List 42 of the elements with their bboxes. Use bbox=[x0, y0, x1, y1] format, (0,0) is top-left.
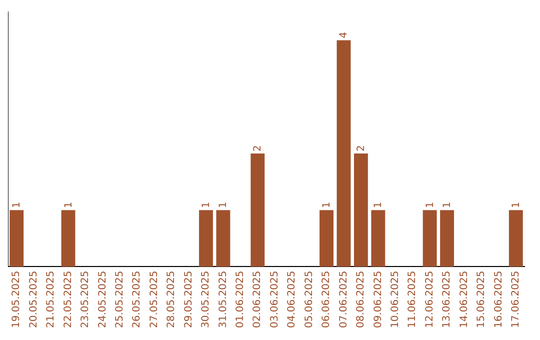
x-tick-label: 21.05.2025 bbox=[46, 270, 57, 328]
data-label: 1 bbox=[442, 202, 454, 208]
x-tick-label: 31.05.2025 bbox=[218, 270, 229, 328]
data-label: 1 bbox=[63, 202, 74, 208]
x-tick-label: 07.06.2025 bbox=[338, 270, 350, 328]
x-tick-label: 30.05.2025 bbox=[200, 270, 212, 328]
data-label: 1 bbox=[12, 202, 23, 208]
x-tick-label: 08.06.2025 bbox=[356, 270, 367, 328]
data-label: 2 bbox=[252, 145, 264, 152]
x-tick-label: 23.05.2025 bbox=[80, 270, 92, 328]
x-tick-label: 24.05.2025 bbox=[97, 270, 108, 328]
x-tick-label: 14.06.2025 bbox=[458, 270, 470, 328]
x-tick-label: 15.06.2025 bbox=[476, 270, 488, 328]
data-label: 1 bbox=[200, 202, 212, 208]
x-tick-label: 13.06.2025 bbox=[442, 270, 453, 328]
x-tick-label: 27.05.2025 bbox=[148, 270, 160, 328]
x-tick-label: 29.05.2025 bbox=[183, 270, 194, 328]
data-label: 1 bbox=[510, 202, 522, 208]
x-tick-label: 20.05.2025 bbox=[28, 270, 40, 328]
x-tick-label: 02.06.2025 bbox=[252, 270, 264, 328]
x-tick-label: 16.06.2025 bbox=[493, 270, 504, 328]
x-tick-label: 05.06.2025 bbox=[304, 270, 315, 328]
data-label: 1 bbox=[218, 202, 230, 208]
data-label: 1 bbox=[373, 202, 384, 208]
x-tick-label: 10.06.2025 bbox=[390, 270, 401, 328]
x-tick-label: 11.06.2025 bbox=[407, 270, 418, 328]
x-tick-label: 09.06.2025 bbox=[372, 270, 384, 328]
x-tick-label: 25.05.2025 bbox=[114, 270, 126, 328]
x-tick-label: 06.06.2025 bbox=[321, 270, 332, 328]
x-tick-label: 26.05.2025 bbox=[132, 270, 143, 328]
x-tick-label: 22.05.2025 bbox=[62, 270, 74, 328]
x-tick-label: 28.05.2025 bbox=[166, 270, 178, 328]
x-tick-label: 12.06.2025 bbox=[424, 270, 436, 328]
x-tick-label: 19.05.2025 bbox=[11, 270, 22, 328]
data-label: 1 bbox=[424, 202, 436, 208]
x-tick-label: 17.06.2025 bbox=[510, 270, 522, 328]
x-tick-label: 04.06.2025 bbox=[286, 270, 298, 328]
data-label: 4 bbox=[338, 32, 350, 38]
data-label: 2 bbox=[356, 145, 367, 152]
data-label: 1 bbox=[322, 202, 333, 208]
x-tick-label: 03.06.2025 bbox=[269, 270, 280, 328]
x-tick-label: 01.06.2025 bbox=[235, 270, 246, 328]
